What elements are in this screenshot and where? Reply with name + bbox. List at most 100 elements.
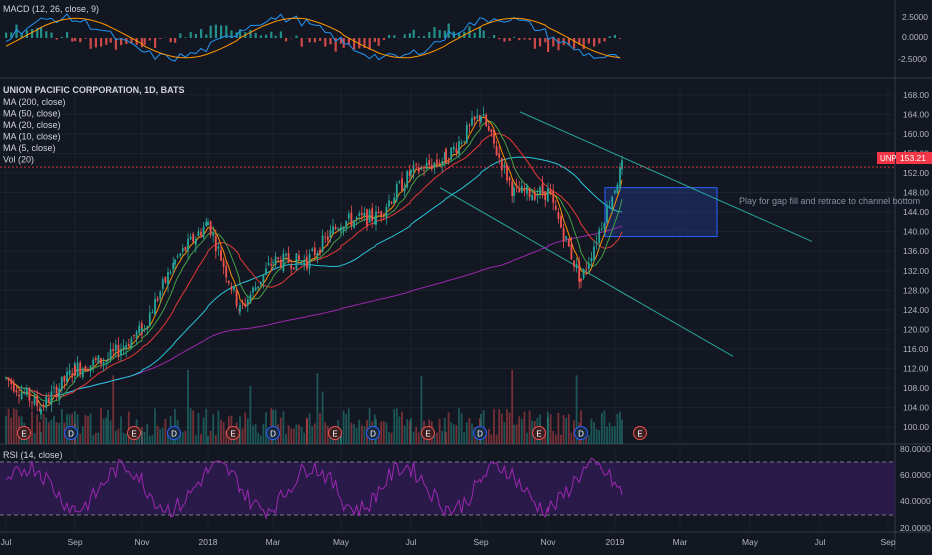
legend-entry: Vol (20) xyxy=(3,155,34,165)
candle-body xyxy=(576,264,578,268)
candle-body xyxy=(233,286,235,289)
candle-body xyxy=(162,279,164,289)
rsi-band xyxy=(0,462,895,515)
candle-body xyxy=(314,248,316,256)
candle-body xyxy=(348,214,350,219)
candle-body xyxy=(120,349,122,355)
event-marker-label: D xyxy=(477,430,483,439)
candle-body xyxy=(303,260,305,265)
price-tick: 132.00 xyxy=(903,266,929,276)
time-tick: Jul xyxy=(406,537,417,547)
candle-body xyxy=(247,299,249,305)
legend-entry: MA (10, close) xyxy=(3,132,61,142)
candle-body xyxy=(21,392,23,399)
event-marker-label: D xyxy=(270,430,276,439)
candle-body xyxy=(152,312,154,313)
candle-body xyxy=(401,178,403,191)
candle-body xyxy=(498,153,500,157)
annotation-text: Play for gap fill and retrace to channel… xyxy=(739,196,920,206)
event-marker-label: E xyxy=(21,430,26,439)
rsi-label: RSI (14, close) xyxy=(3,450,63,460)
candle-body xyxy=(550,189,552,193)
candle-body xyxy=(614,190,616,193)
candle-body xyxy=(82,369,84,378)
price-tick: 136.00 xyxy=(903,246,929,256)
candle-body xyxy=(290,265,292,268)
candle-body xyxy=(404,187,406,191)
candle-body xyxy=(242,302,244,303)
rsi-tick: 80.0000 xyxy=(900,444,931,454)
candle-body xyxy=(521,186,523,193)
candle-body xyxy=(399,182,401,183)
candle-body xyxy=(436,160,438,164)
symbol-title: UNION PACIFIC CORPORATION, 1D, BATS xyxy=(3,85,185,95)
price-tick: 128.00 xyxy=(903,285,929,295)
legend-entry: MA (20, close) xyxy=(3,120,61,130)
time-tick: Jul xyxy=(815,537,826,547)
candle-body xyxy=(485,115,487,126)
candle-body xyxy=(270,264,272,265)
candle-body xyxy=(332,227,334,234)
candle-body xyxy=(375,212,377,225)
candle-body xyxy=(463,141,465,142)
event-marker-label: D xyxy=(171,430,177,439)
candle-body xyxy=(448,161,450,162)
candle-body xyxy=(322,235,324,251)
candle-body xyxy=(228,281,230,283)
candle-body xyxy=(118,345,120,357)
candle-body xyxy=(56,387,58,397)
candle-body xyxy=(187,239,189,251)
candle-body xyxy=(617,185,619,193)
candle-body xyxy=(351,213,353,226)
candle-body xyxy=(524,189,526,191)
candle-body xyxy=(588,263,590,269)
time-tick: Nov xyxy=(134,537,150,547)
candle-body xyxy=(205,222,207,227)
candle-body xyxy=(48,398,50,403)
macd-tick: 2.5000 xyxy=(902,12,928,22)
legend-entry: MA (5, close) xyxy=(3,143,56,153)
candle-body xyxy=(236,290,238,307)
candle-body xyxy=(71,374,73,378)
candle-body xyxy=(547,188,549,191)
candle-body xyxy=(90,365,92,371)
candle-body xyxy=(192,234,194,242)
candle-body xyxy=(513,188,515,196)
candle-body xyxy=(506,165,508,180)
candle-body xyxy=(141,328,143,331)
candle-body xyxy=(43,406,45,408)
candle-body xyxy=(480,117,482,123)
candle-body xyxy=(144,328,146,329)
candle-body xyxy=(138,325,140,333)
candle-body xyxy=(544,191,546,200)
candle-body xyxy=(568,239,570,247)
candle-body xyxy=(552,191,554,202)
candle-body xyxy=(378,212,380,213)
candle-body xyxy=(563,228,565,241)
candle-body xyxy=(212,234,214,236)
candle-body xyxy=(345,221,347,228)
candle-body xyxy=(529,188,531,196)
rsi-tick: 20.0000 xyxy=(900,523,931,533)
candle-body xyxy=(64,376,66,382)
candle-body xyxy=(555,206,557,210)
candle-body xyxy=(167,272,169,285)
candle-body xyxy=(123,346,125,349)
candle-body xyxy=(263,274,265,282)
candle-body xyxy=(220,250,222,261)
candle-body xyxy=(53,387,55,388)
candle-body xyxy=(483,114,485,116)
candle-body xyxy=(231,286,233,290)
candle-body xyxy=(598,230,600,243)
candle-body xyxy=(8,378,10,381)
candle-body xyxy=(215,236,217,251)
rsi-tick: 60.0000 xyxy=(900,470,931,480)
candle-body xyxy=(393,198,395,204)
candle-body xyxy=(296,253,298,270)
candle-body xyxy=(77,363,79,376)
candle-body xyxy=(92,359,94,365)
candle-body xyxy=(103,362,105,364)
candle-body xyxy=(471,118,473,125)
candle-body xyxy=(531,195,533,200)
